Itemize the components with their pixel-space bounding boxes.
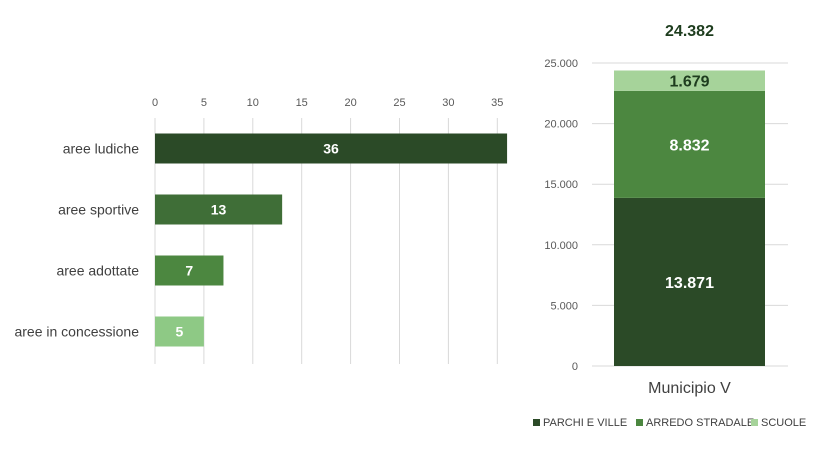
y-tick-label: 10.000 (544, 240, 578, 252)
horizontal-bar-chart: 0 5 10 15 20 25 30 35 aree ludiche 36 aree sportiv… (14, 97, 508, 364)
stack-segment-parchi-e-ville (614, 197, 765, 366)
x-tick-label: 0 (152, 97, 158, 109)
stack-segment-scuole (614, 70, 765, 91)
bar-aree-ludiche (155, 133, 508, 164)
bar-aree-adottate (155, 255, 224, 286)
bar-value-label: 13 (211, 202, 227, 218)
y-tick-label: 5.000 (550, 300, 578, 312)
y-tick-label: 0 (572, 361, 578, 373)
y-tick-label: 25.000 (544, 58, 578, 70)
x-tick-label: 30 (442, 97, 454, 109)
segment-value-label: 1.679 (669, 74, 709, 91)
legend-label: PARCHI E VILLE (543, 417, 627, 429)
category-label: aree ludiche (63, 141, 139, 157)
bar-value-label: 5 (176, 324, 184, 340)
segment-value-label: 13.871 (665, 275, 714, 292)
x-tick-label: 5 (201, 97, 207, 109)
legend-swatch (751, 419, 758, 426)
category-label: aree in concessione (14, 324, 139, 340)
bar-aree-sportive (155, 194, 283, 225)
category-label: aree adottate (56, 263, 139, 279)
y-tick-label: 15.000 (544, 179, 578, 191)
stack-segment-arredo-stradale (614, 90, 765, 198)
legend-swatch (533, 419, 540, 426)
bar-value-label: 7 (185, 263, 193, 279)
x-tick-label: 25 (393, 97, 405, 109)
category-label: aree sportive (58, 202, 139, 218)
x-tick-label: 15 (296, 97, 308, 109)
total-label: 24.382 (665, 23, 714, 40)
x-tick-label: 35 (491, 97, 503, 109)
legend-label: ARREDO STRADALE (646, 417, 754, 429)
y-tick-label: 20.000 (544, 119, 578, 131)
x-tick-label: 10 (247, 97, 259, 109)
bar-aree-in-concessione (155, 316, 204, 347)
legend-swatch (636, 419, 643, 426)
segment-value-label: 8.832 (669, 137, 709, 154)
x-category-label: Municipio V (648, 380, 731, 397)
stacked-bar-chart: 0 5.000 10.000 15.000 20.000 25.000 13.871 8.83… (533, 23, 806, 429)
bar-value-label: 36 (323, 141, 339, 157)
legend-label: SCUOLE (761, 417, 806, 429)
x-tick-label: 20 (344, 97, 356, 109)
